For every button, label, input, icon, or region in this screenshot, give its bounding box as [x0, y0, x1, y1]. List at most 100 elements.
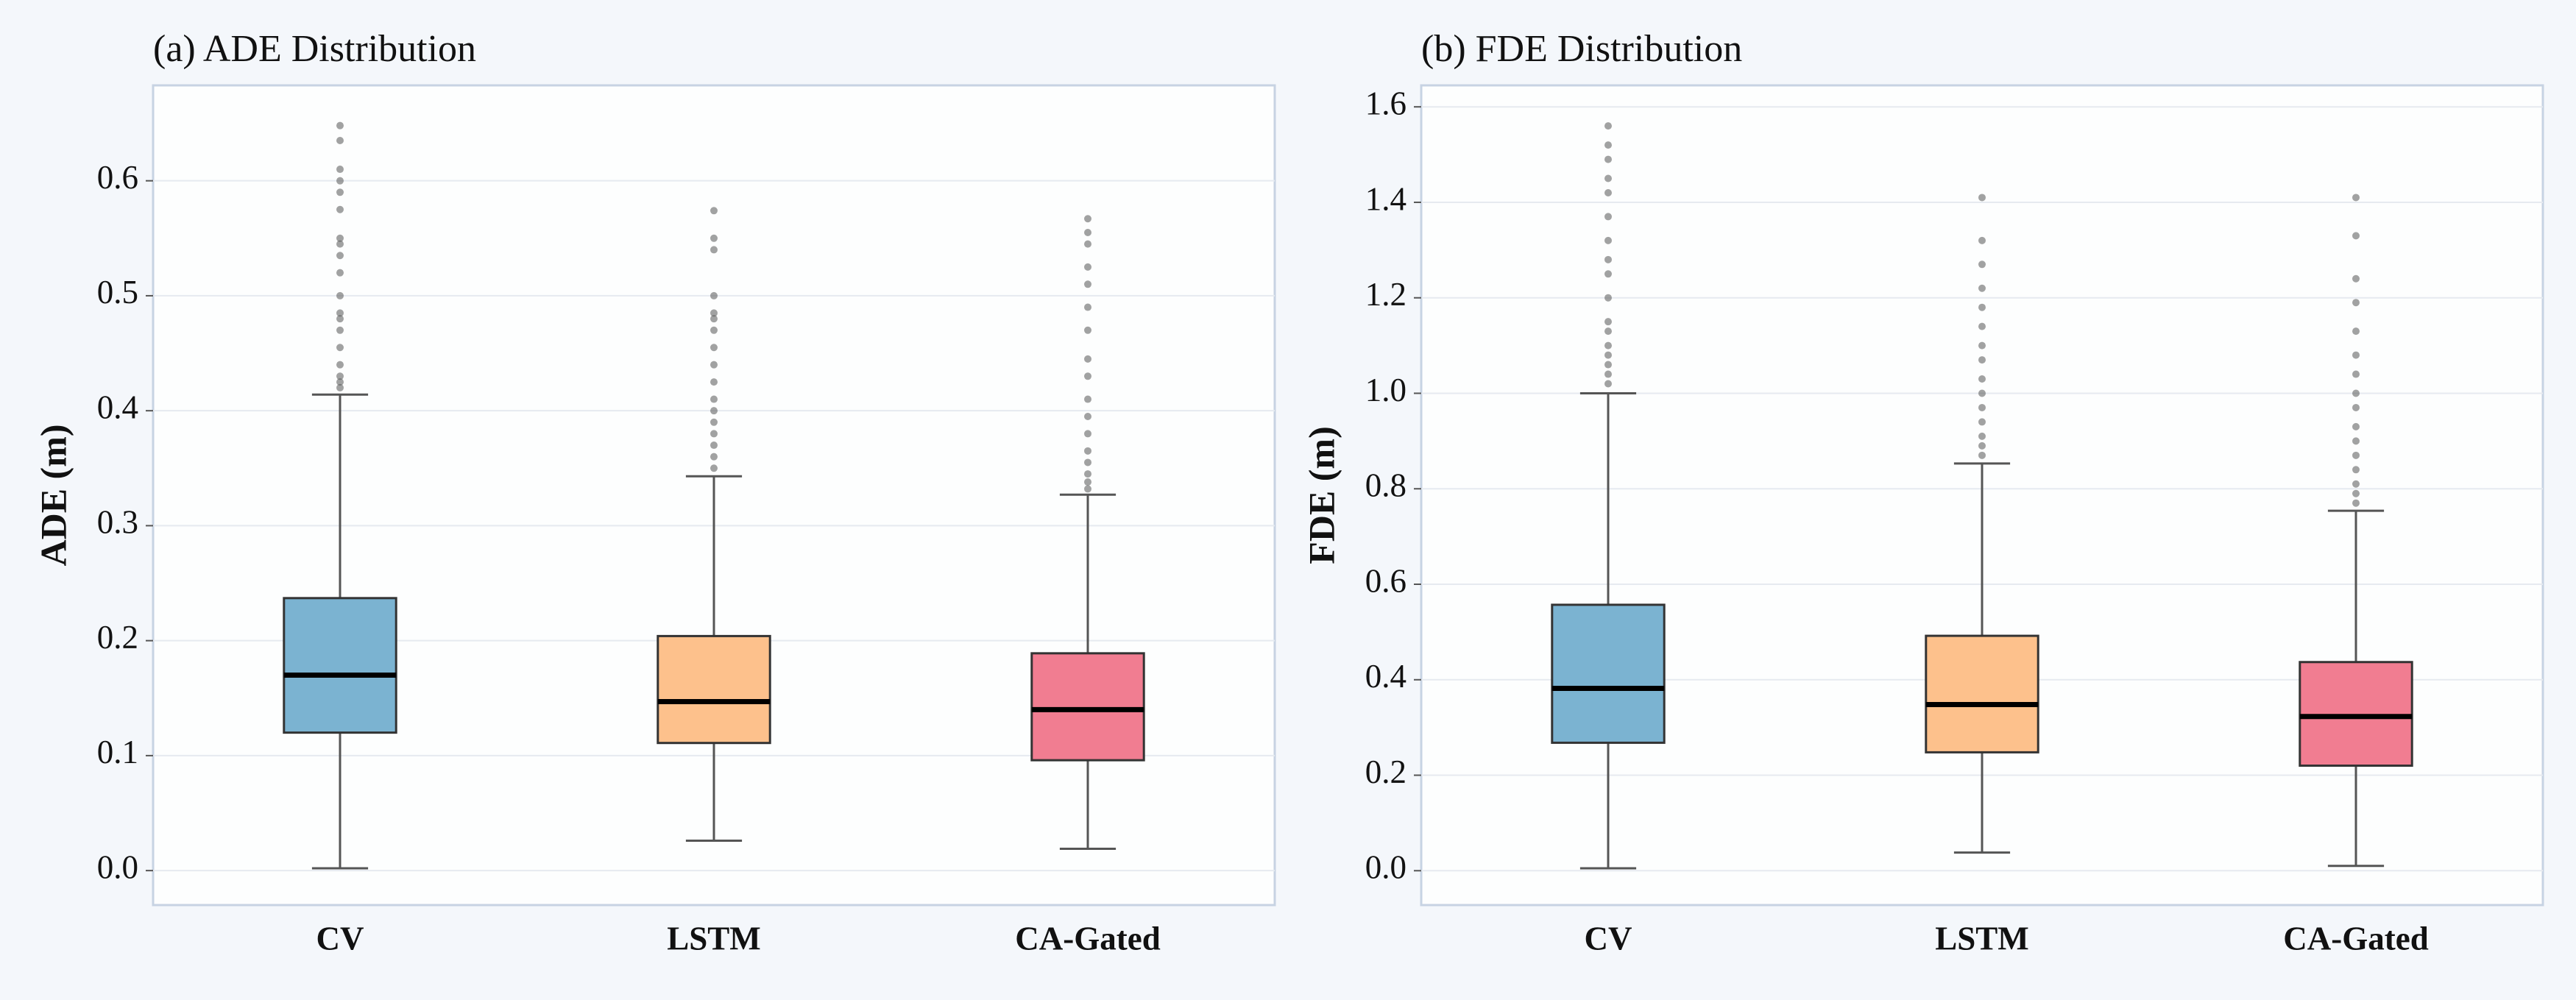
outlier: [1978, 303, 1986, 311]
outlier: [2352, 437, 2360, 445]
outlier: [336, 188, 344, 196]
outlier: [1978, 194, 1986, 202]
outlier: [2352, 232, 2360, 240]
outlier: [1604, 155, 1612, 163]
outlier: [710, 326, 718, 334]
outlier: [336, 378, 344, 386]
outlier: [1978, 418, 1986, 426]
outlier: [710, 453, 718, 461]
outlier: [1084, 355, 1091, 363]
outlier: [1604, 341, 1612, 350]
outlier: [336, 372, 344, 380]
outlier: [1084, 470, 1091, 478]
outlier: [336, 166, 344, 174]
panel-title: (a) ADE Distribution: [153, 28, 476, 70]
outlier: [1978, 403, 1986, 411]
outlier: [2352, 480, 2360, 488]
outlier: [1978, 236, 1986, 244]
outlier: [2352, 370, 2360, 378]
y-tick-label: 1.2: [1365, 276, 1406, 313]
outlier: [1084, 458, 1091, 467]
y-tick-label: 0.2: [97, 619, 138, 656]
outlier: [1084, 303, 1091, 311]
outlier: [1978, 375, 1986, 383]
outlier: [2352, 299, 2360, 307]
outlier: [1978, 389, 1986, 397]
outlier: [710, 361, 718, 369]
outlier: [1604, 141, 1612, 149]
outlier: [1978, 260, 1986, 269]
outlier: [710, 407, 718, 415]
outlier: [710, 309, 718, 317]
outlier: [1084, 326, 1091, 334]
outlier: [710, 442, 718, 450]
outlier: [1084, 228, 1091, 236]
box: [1925, 634, 2039, 753]
outlier: [1604, 270, 1612, 278]
outlier: [336, 309, 344, 317]
outlier: [336, 315, 344, 323]
outlier: [710, 378, 718, 386]
y-tick-label: 0.1: [97, 734, 138, 770]
outlier: [1084, 240, 1091, 248]
y-tick-label: 0.0: [1365, 849, 1406, 886]
y-tick-label: 0.4: [1365, 658, 1406, 695]
outlier: [710, 315, 718, 323]
outlier: [336, 252, 344, 260]
outlier: [710, 234, 718, 242]
outlier: [1084, 478, 1091, 486]
outlier: [1978, 356, 1986, 364]
outlier: [336, 291, 344, 299]
outlier: [1604, 236, 1612, 244]
outlier: [336, 344, 344, 352]
outlier: [1084, 215, 1091, 223]
outlier: [2352, 389, 2360, 397]
outlier: [2352, 489, 2360, 497]
outlier: [336, 269, 344, 277]
outlier: [2352, 451, 2360, 459]
x-tick-label: CA-Gated: [2283, 920, 2428, 957]
outlier: [710, 344, 718, 352]
box: [1030, 652, 1145, 762]
outlier: [1604, 255, 1612, 263]
x-tick-label: CV: [316, 920, 364, 957]
outlier: [1604, 122, 1612, 130]
x-tick-label: LSTM: [667, 920, 761, 957]
box: [283, 597, 397, 734]
outlier: [2352, 466, 2360, 474]
outlier: [1978, 341, 1986, 350]
outlier: [1084, 280, 1091, 288]
outlier: [1604, 188, 1612, 196]
panel-title: (b) FDE Distribution: [1421, 28, 1742, 70]
y-tick-label: 0.2: [1365, 753, 1406, 790]
x-tick-label: LSTM: [1935, 920, 2029, 957]
y-axis-label: ADE (m): [32, 424, 74, 566]
y-tick-label: 0.0: [97, 848, 138, 885]
box: [1551, 603, 1666, 744]
y-axis-label: FDE (m): [1301, 426, 1342, 564]
outlier: [710, 207, 718, 215]
y-tick-label: 1.6: [1365, 85, 1406, 122]
x-tick-label: CA-Gated: [1015, 920, 1160, 957]
y-tick-label: 1.4: [1365, 180, 1406, 217]
outlier: [710, 395, 718, 403]
outlier: [710, 246, 718, 254]
outlier: [1604, 294, 1612, 302]
outlier: [1604, 380, 1612, 388]
outlier: [336, 240, 344, 248]
outlier: [1978, 322, 1986, 330]
outlier: [2352, 274, 2360, 283]
outlier: [1084, 430, 1091, 438]
outlier: [336, 361, 344, 369]
outlier: [336, 177, 344, 185]
outlier: [710, 291, 718, 299]
outlier: [336, 136, 344, 144]
outlier: [2352, 327, 2360, 336]
box: [657, 634, 771, 745]
outlier: [1604, 361, 1612, 369]
outlier: [336, 234, 344, 242]
outlier: [710, 418, 718, 426]
outlier: [2352, 351, 2360, 359]
